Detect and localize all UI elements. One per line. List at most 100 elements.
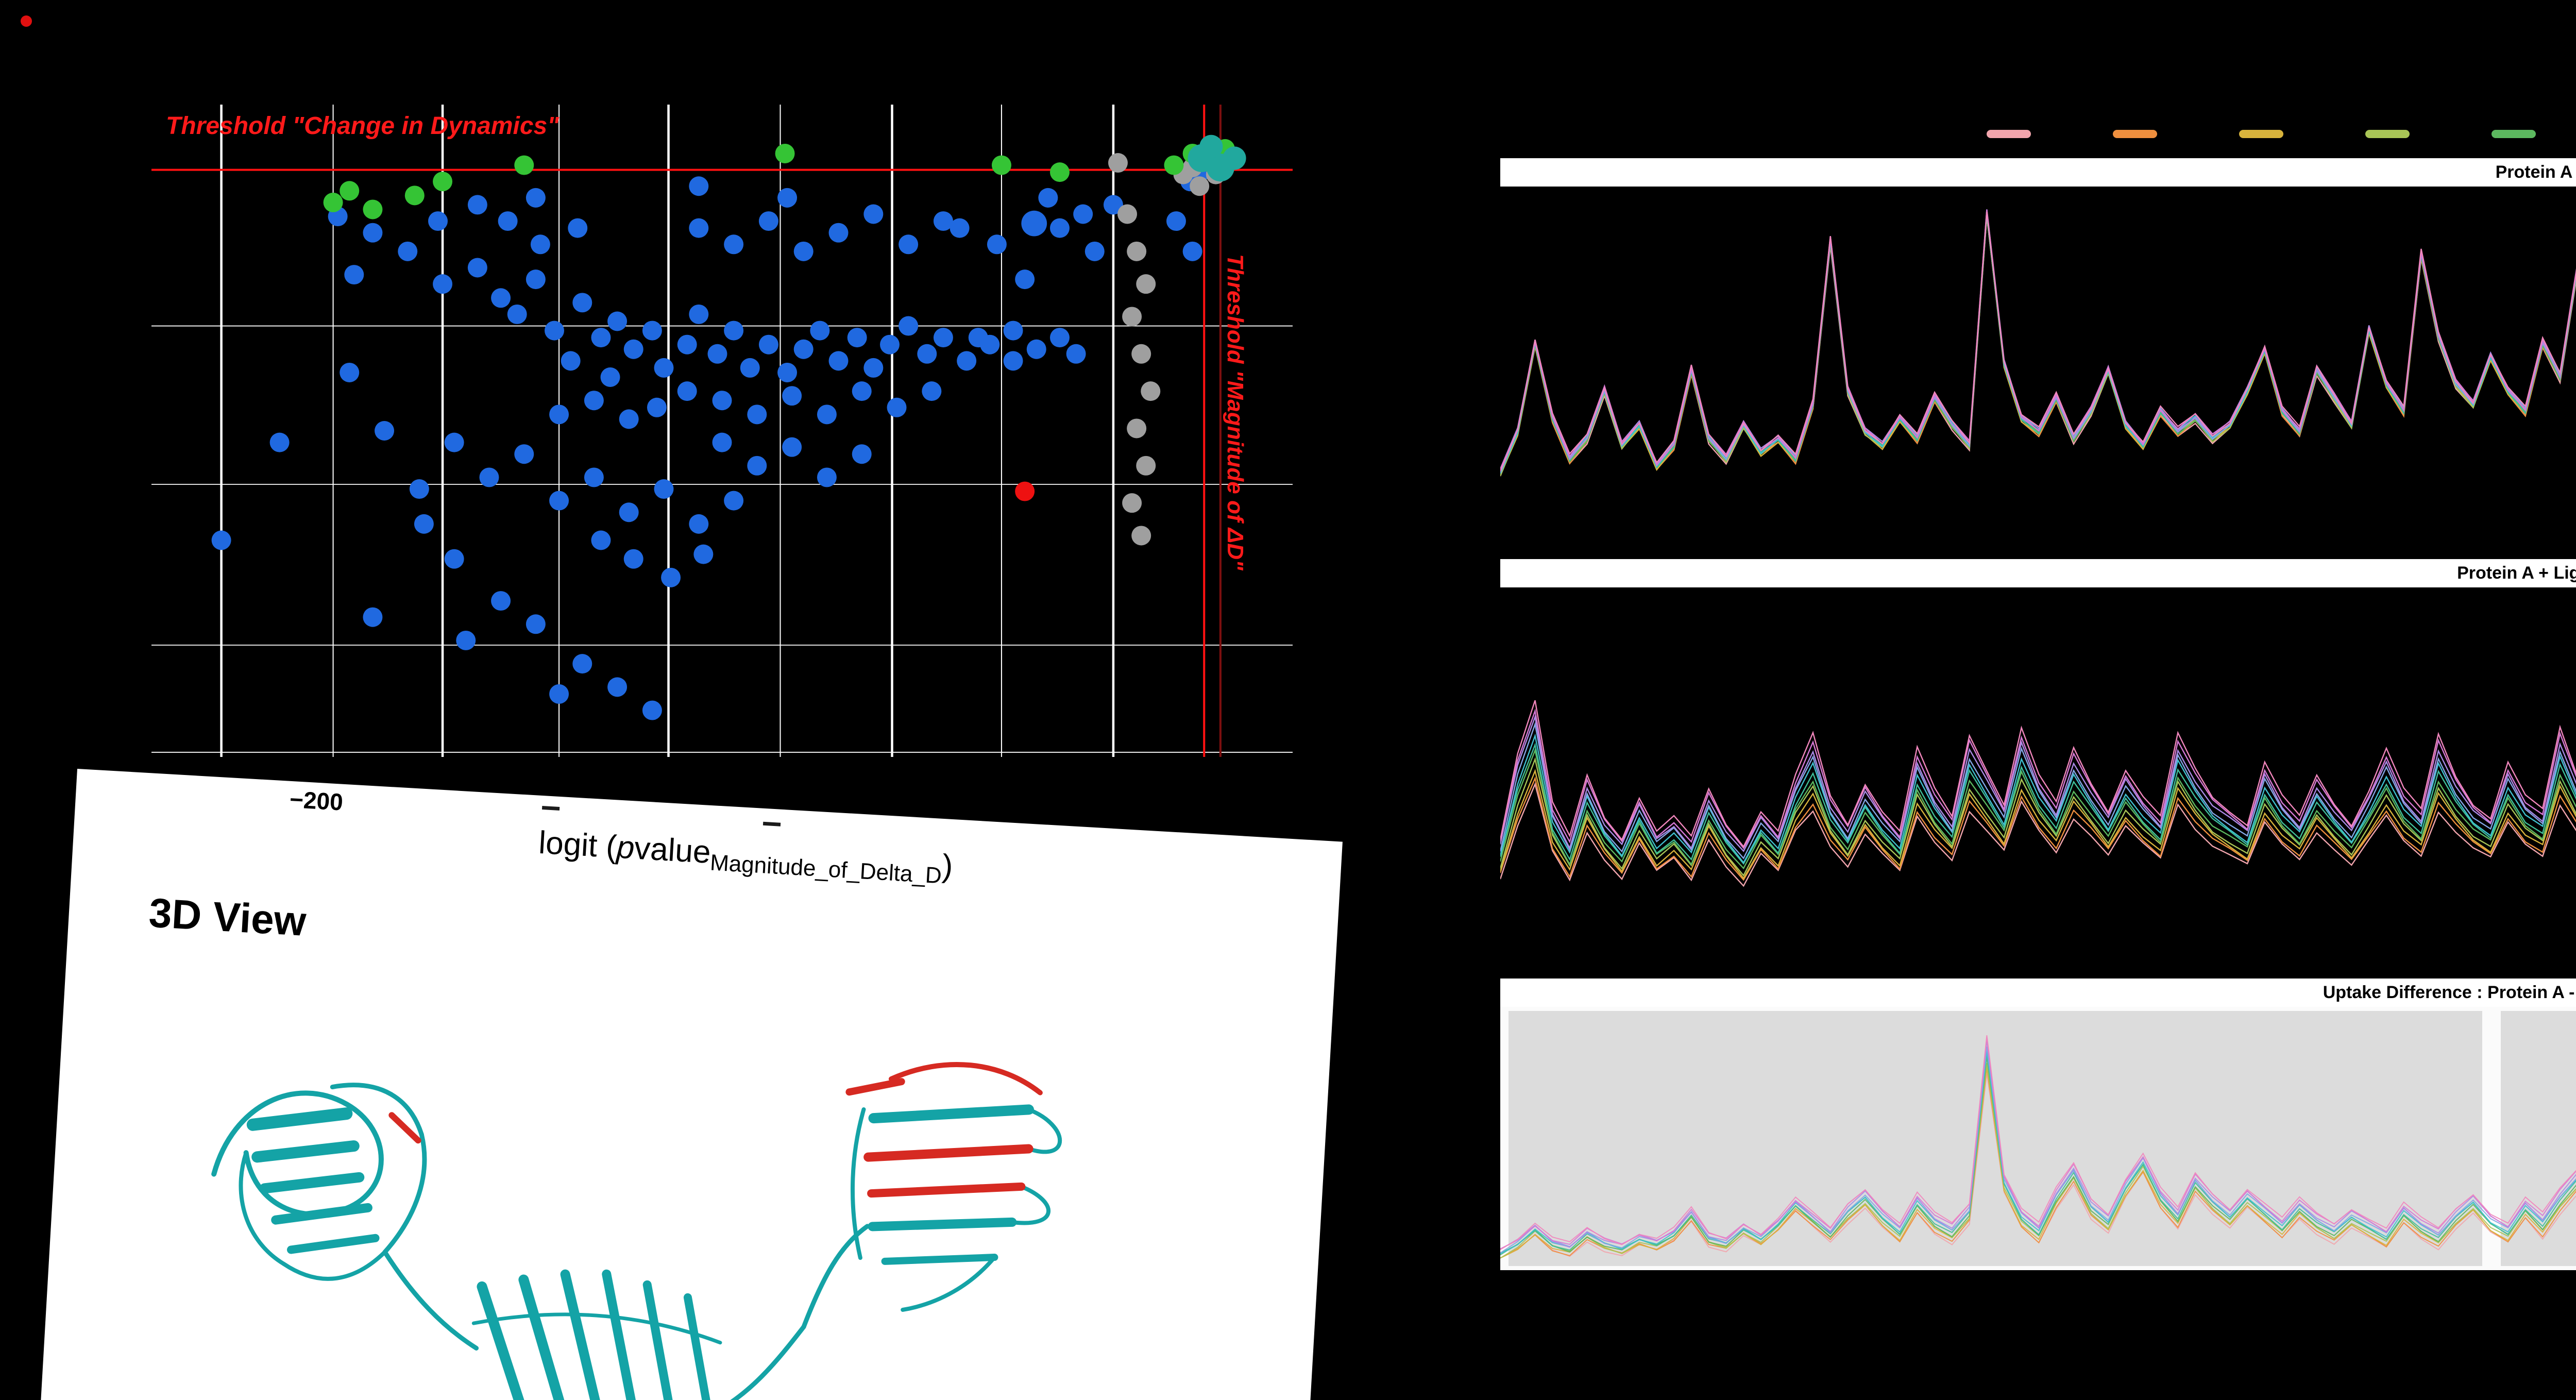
scatter-point-blue[interactable] [414,514,434,534]
scatter-point-blue[interactable] [526,614,546,634]
scatter-point-blue[interactable] [530,234,550,255]
uptake-chart-canvas[interactable] [1500,1007,2576,1270]
scatter-point-gray[interactable] [1190,176,1210,196]
scatter-point-blue[interactable] [269,432,290,452]
scatter-point-blue[interactable] [987,234,1007,255]
scatter-point-blue[interactable] [428,211,448,231]
scatter-point-blue[interactable] [584,391,604,411]
scatter-point-blue[interactable] [933,328,953,348]
scatter-point-green[interactable] [433,172,453,192]
scatter-point-blue[interactable] [689,304,709,324]
uptake-series-line[interactable] [1500,1053,2576,1253]
scatter-point-blue[interactable] [561,351,581,371]
uptake-series-line[interactable] [1500,717,2576,878]
uptake-series-line[interactable] [1500,216,2576,483]
scatter-point-green[interactable] [1049,162,1070,182]
scatter-point-blue[interactable] [957,351,977,371]
uptake-series-line[interactable] [1500,678,2576,864]
scatter-point-blue[interactable] [777,188,798,208]
scatter-point-blue[interactable] [879,334,900,355]
scatter-point-green[interactable] [404,185,425,206]
scatter-point-blue[interactable] [344,265,364,285]
uptake-series-line[interactable] [1500,1068,2576,1258]
scatter-point-blue[interactable] [491,288,511,308]
uptake-series-line[interactable] [1500,216,2576,477]
scatter-point-blue[interactable] [584,467,604,487]
scatter-point-blue[interactable] [572,293,592,313]
scatter-point-blue[interactable] [433,274,453,294]
scatter-point-blue[interactable] [689,218,709,238]
scatter-point-blue[interactable] [863,204,884,224]
scatter-point-blue[interactable] [340,362,360,382]
scatter-point-blue[interactable] [444,432,464,452]
scatter-point-blue[interactable] [549,491,569,511]
scatter-point-blue[interactable] [817,404,837,425]
scatter-point-blue[interactable] [887,397,907,417]
uptake-series-line[interactable] [1500,1066,2576,1258]
scatter-point-blue[interactable] [444,549,464,569]
uptake-series-line[interactable] [1500,1057,2576,1256]
scatter-point-blue[interactable] [1021,210,1047,237]
scatter-point-green[interactable] [323,192,343,212]
scatter-point-blue[interactable] [712,432,732,452]
scatter-point-blue[interactable] [661,567,681,587]
scatter-point-blue[interactable] [793,339,814,359]
scatter-point-gray[interactable] [1122,493,1142,513]
scatter-point-blue[interactable] [375,421,395,441]
scatter-point-blue[interactable] [1182,241,1202,261]
scatter-point-blue[interactable] [514,444,534,464]
scatter-point-blue[interactable] [211,530,231,550]
scatter-point-red[interactable] [1015,481,1035,501]
scatter-point-blue[interactable] [549,404,569,425]
scatter-point-blue[interactable] [623,339,643,359]
scatter-point-blue[interactable] [507,304,527,324]
scatter-point-green[interactable] [991,155,1011,175]
uptake-chart-canvas[interactable] [1500,587,2576,951]
scatter-point-blue[interactable] [363,607,383,627]
scatter-point-blue[interactable] [724,321,744,341]
scatter-point-gray[interactable] [1117,204,1138,224]
scatter-point-blue[interactable] [782,386,802,406]
scatter-point-blue[interactable] [600,367,620,387]
scatter-point-blue[interactable] [677,381,697,401]
uptake-series-line[interactable] [1500,625,2576,848]
scatter-point-blue[interactable] [1066,344,1086,364]
scatter-point-blue[interactable] [1038,188,1058,208]
scatter-point-blue[interactable] [1003,321,1023,341]
scatter-point-gray[interactable] [1141,381,1161,401]
scatter-point-blue[interactable] [479,467,499,487]
legend-dash[interactable] [2492,130,2536,138]
uptake-series-line[interactable] [1500,1063,2576,1258]
uptake-series-line[interactable] [1500,653,2576,858]
scatter-point-blue[interactable] [498,211,518,231]
scatter-point-blue[interactable] [526,269,546,290]
scatter-point-blue[interactable] [642,321,662,341]
scatter-point-blue[interactable] [828,223,849,243]
scatter-point-blue[interactable] [1073,204,1093,224]
scatter-point-blue[interactable] [526,188,546,208]
protein-ribbon-3d[interactable] [155,951,1163,1400]
scatter-point-blue[interactable] [654,358,674,378]
scatter-point-blue[interactable] [852,381,872,401]
scatter-point-blue[interactable] [677,334,697,355]
scatter-point-gray[interactable] [1127,241,1147,261]
scatter-point-blue[interactable] [623,549,643,569]
scatter-point-teal[interactable] [1223,146,1246,170]
scatter-point-blue[interactable] [793,241,814,261]
scatter-point-gray[interactable] [1131,344,1151,364]
scatter-point-blue[interactable] [1049,218,1070,238]
scatter-point-blue[interactable] [707,344,727,364]
legend-dash[interactable] [2239,130,2283,138]
uptake-series-line[interactable] [1500,732,2576,880]
scatter-point-blue[interactable] [607,677,628,697]
legend-dash[interactable] [1987,130,2031,138]
scatter-point-blue[interactable] [917,344,937,364]
scatter-point-blue[interactable] [689,514,709,534]
scatter-point-blue[interactable] [777,362,798,382]
scatter-point-blue[interactable] [847,328,867,348]
uptake-series-line[interactable] [1500,1037,2576,1249]
scatter-point-blue[interactable] [747,456,767,476]
scatter-point-blue[interactable] [591,530,611,550]
scatter-point-blue[interactable] [1015,269,1035,290]
scatter-point-gray[interactable] [1122,307,1142,327]
